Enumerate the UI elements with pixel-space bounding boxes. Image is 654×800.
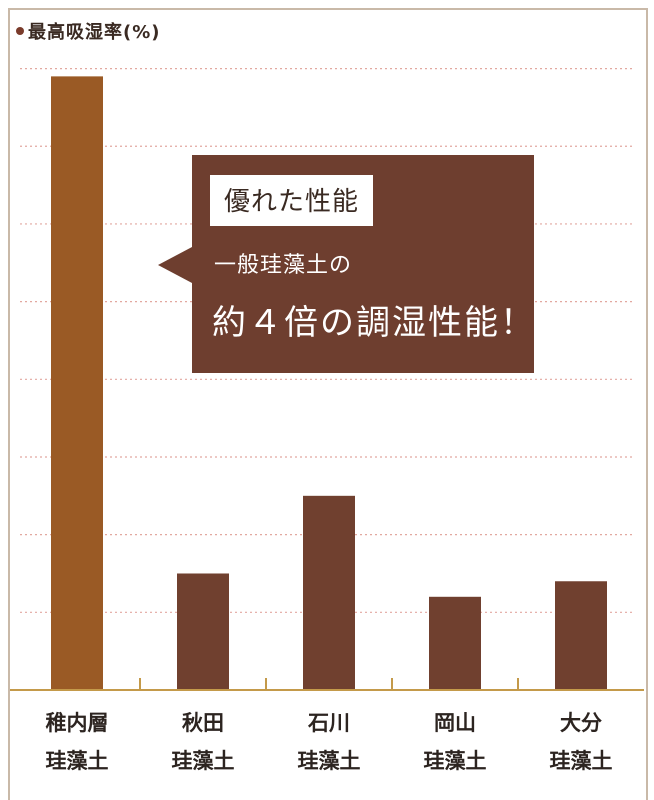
category-label: 石川 bbox=[307, 711, 350, 735]
chart-title-text: 最高吸湿率(%) bbox=[28, 22, 161, 43]
callout-line1: 一般珪藻土の bbox=[214, 253, 353, 278]
category-label: 珪藻土 bbox=[46, 749, 109, 773]
callout-box: 優れた性能 一般珪藻土の 約４倍の調湿性能！ bbox=[158, 155, 536, 373]
callout-badge: 優れた性能 bbox=[210, 175, 374, 226]
category-label: 珪藻土 bbox=[298, 749, 361, 773]
category-label: 珪藻土 bbox=[550, 749, 613, 773]
category-label: 秋田 bbox=[182, 711, 224, 735]
bullet-icon bbox=[16, 27, 24, 35]
bar bbox=[303, 495, 355, 690]
bar bbox=[51, 76, 103, 691]
category-label: 珪藻土 bbox=[424, 749, 487, 773]
chart-title: 最高吸湿率(%) bbox=[16, 18, 161, 44]
category-label: 大分 bbox=[560, 711, 602, 735]
bar bbox=[429, 596, 481, 690]
category-label: 珪藻土 bbox=[172, 749, 235, 773]
callout-line2: 約４倍の調湿性能！ bbox=[212, 303, 536, 343]
bar bbox=[177, 573, 229, 690]
category-label: 岡山 bbox=[434, 711, 476, 735]
category-label: 稚内層 bbox=[46, 711, 109, 735]
bar bbox=[555, 581, 607, 690]
